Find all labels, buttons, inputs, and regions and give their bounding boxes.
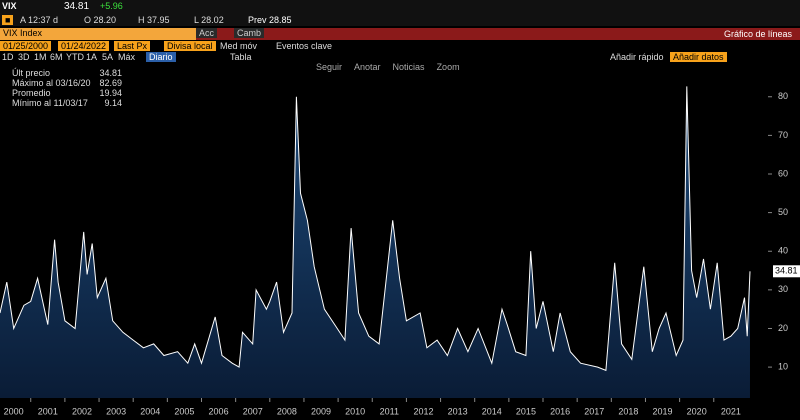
legend-label: Mínimo al 11/03/17 [12, 98, 88, 108]
legend-value: 19.94 [99, 88, 122, 98]
field[interactable]: Last Px [114, 41, 151, 51]
period[interactable]: 6M [50, 52, 63, 62]
period[interactable]: 1D [2, 52, 14, 62]
x-tick-label: 2007 [243, 406, 263, 416]
area [0, 86, 750, 399]
table[interactable]: Tabla [230, 52, 252, 62]
legend-row: Máximo al 03/16/20 82.69 [4, 78, 122, 88]
legend-label: Promedio [12, 88, 51, 98]
add-data[interactable]: Añadir datos [670, 52, 727, 62]
y-tick-label: 60 [778, 168, 788, 178]
currency[interactable]: Divisa local [164, 41, 216, 51]
frequency[interactable]: Diario [146, 52, 176, 62]
period[interactable]: 1M [34, 52, 47, 62]
legend-row: Últ precio 34.81 [4, 68, 122, 78]
x-tick-label: 2004 [140, 406, 160, 416]
chart-tools: Seguir Anotar Noticias Zoom [316, 62, 472, 72]
y-tick-label: 40 [778, 246, 788, 256]
events[interactable]: Eventos clave [276, 41, 333, 51]
tool[interactable]: Seguir [316, 62, 343, 72]
time: A 12:37 d [20, 15, 59, 25]
x-tick-label: 2006 [209, 406, 229, 416]
x-tick-label: 2012 [413, 406, 433, 416]
x-tick-label: 2001 [38, 406, 58, 416]
x-tick-label: 2005 [174, 406, 194, 416]
legend-row: Mínimo al 11/03/17 9.14 [4, 98, 122, 108]
end-date[interactable]: 01/24/2022 [58, 41, 110, 51]
x-tick-label: 2016 [550, 406, 570, 416]
x-tick-label: 2011 [380, 406, 399, 416]
legend-value: 34.81 [99, 68, 122, 78]
x-tick-label: 2003 [106, 406, 126, 416]
open: O 28.20 [84, 15, 117, 25]
settings-bar: 01/25/2000 01/24/2022 Last Px Divisa loc… [0, 41, 800, 51]
x-tick-label: 2010 [345, 406, 365, 416]
period[interactable]: YTD [66, 52, 84, 62]
x-tick-label: 2019 [653, 406, 673, 416]
x-tick-label: 2017 [584, 406, 604, 416]
low: L 28.02 [194, 15, 224, 25]
x-tick-label: 2021 [721, 406, 741, 416]
y-tick-label: 50 [778, 207, 788, 217]
period-bar: Diario Tabla Añadir rápido Añadir datos … [0, 52, 800, 62]
legend-value: 82.69 [99, 78, 122, 88]
x-tick-label: 2000 [4, 406, 24, 416]
legend-label: Últ precio [12, 68, 51, 78]
tool[interactable]: Noticias [392, 62, 425, 72]
last-value-label: 34.81 [775, 266, 798, 276]
change: +5.96 [100, 1, 123, 11]
last: 34.81 [64, 1, 90, 12]
high: H 37.95 [138, 15, 170, 25]
legend-value: 9.14 [104, 98, 122, 108]
x-tick-label: 2008 [277, 406, 297, 416]
legend-label: Máximo al 03/16/20 [12, 78, 91, 88]
title-bar: VIX Index Acc Camb Gráfico de líneas [0, 28, 800, 40]
y-tick-label: 10 [778, 361, 788, 371]
x-tick-label: 2002 [72, 406, 92, 416]
y-tick-label: 80 [778, 91, 788, 101]
legend: Últ precio 34.81 Máximo al 03/16/20 82.69 Pr… [4, 68, 122, 108]
quick-add[interactable]: Añadir rápido [610, 52, 664, 62]
line [0, 86, 751, 372]
y-tick-label: 30 [778, 284, 788, 294]
tool[interactable]: Zoom [436, 62, 460, 72]
x-tick-label: 2009 [311, 406, 331, 416]
y-tick-label: 70 [778, 130, 788, 140]
ticker: VIX [2, 1, 17, 11]
icon: ■ [2, 15, 14, 25]
actions[interactable]: Acc [196, 28, 218, 38]
start-date[interactable]: 01/25/2000 [0, 41, 52, 51]
prev: Prev 28.85 [248, 15, 292, 25]
x-tick-label: 2014 [482, 406, 502, 416]
x-tick-label: 2013 [448, 406, 468, 416]
period[interactable]: 3D [18, 52, 30, 62]
y-tick-label: 20 [778, 323, 788, 333]
moving-avg[interactable]: Med móv [220, 41, 258, 51]
period[interactable]: Máx [118, 52, 136, 62]
legend-row: Promedio 19.94 [4, 88, 122, 98]
period[interactable]: 1A [86, 52, 98, 62]
chart-type: Gráfico de líneas [723, 29, 792, 39]
tool[interactable]: Anotar [354, 62, 381, 72]
x-tick-label: 2020 [687, 406, 707, 416]
x-tick-label: 2015 [516, 406, 536, 416]
period[interactable]: 5A [102, 52, 114, 62]
ohlc-bar: ■ A 12:37 d O 28.20 H 37.95 L 28.02 Prev… [0, 14, 800, 26]
last-value-box [773, 265, 800, 278]
x-tick-label: 2018 [618, 406, 638, 416]
quote-bar: VIX 34.81 +5.96 [0, 0, 800, 14]
security[interactable]: VIX Index [0, 28, 196, 40]
change-menu[interactable]: Camb [234, 28, 265, 38]
